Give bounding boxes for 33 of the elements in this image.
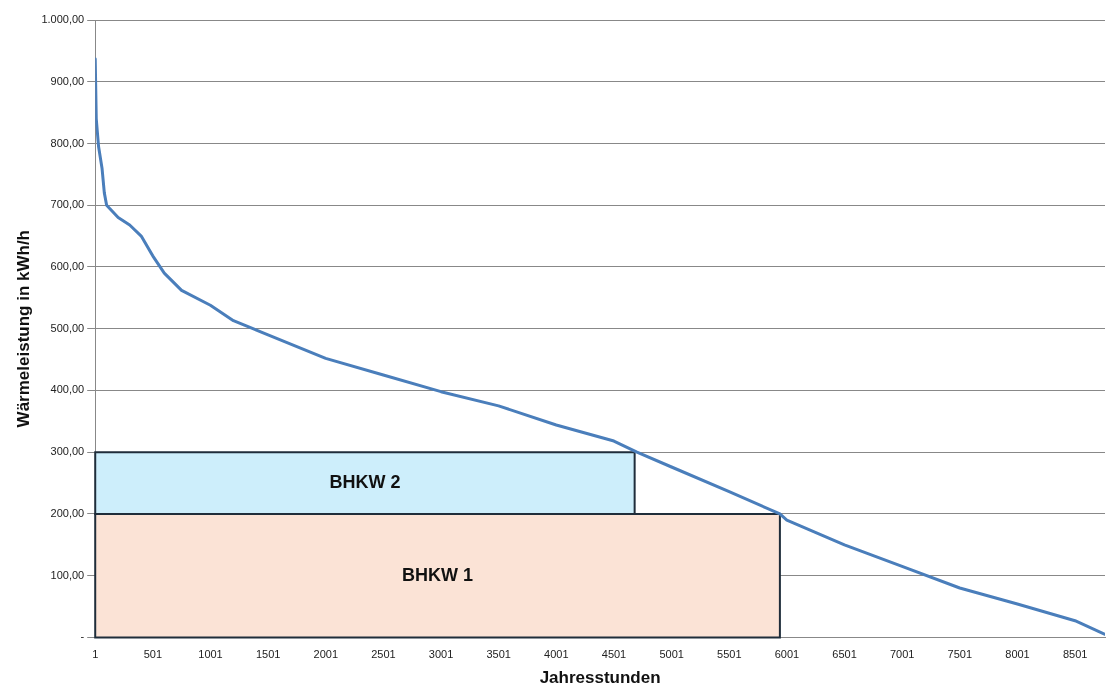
y-tick-label: - bbox=[80, 630, 85, 643]
x-tick-label: 8001 bbox=[1005, 648, 1030, 661]
x-tick-label: 5001 bbox=[659, 648, 684, 661]
x-tick-label: 4501 bbox=[601, 648, 627, 661]
y-tick-label: 800,00 bbox=[50, 136, 85, 149]
y-tick-label: 500,00 bbox=[50, 321, 85, 334]
x-tick-label: 7001 bbox=[889, 648, 915, 661]
x-tick-label: 2501 bbox=[371, 648, 396, 661]
y-tick-label: 300,00 bbox=[50, 445, 85, 458]
x-tick-label: 5501 bbox=[717, 648, 742, 661]
y-tick-label: 700,00 bbox=[50, 198, 85, 211]
x-tick-label: 1001 bbox=[198, 648, 223, 661]
y-tick-label: 600,00 bbox=[50, 259, 85, 272]
x-tick-label: 1501 bbox=[255, 648, 281, 661]
x-tick-label: 3001 bbox=[428, 648, 454, 661]
y-tick-label: 1.000,00 bbox=[41, 13, 85, 26]
y-tick-label: 900,00 bbox=[50, 74, 85, 87]
x-tick-label: 1 bbox=[92, 648, 99, 661]
x-tick-label: 6001 bbox=[774, 648, 800, 661]
x-axis-title: Jahresstunden bbox=[539, 668, 661, 688]
x-tick-label: 4001 bbox=[544, 648, 569, 661]
x-tick-label: 2001 bbox=[313, 648, 339, 661]
y-tick-label: 100,00 bbox=[50, 568, 85, 581]
series-label: BHKW 1 bbox=[402, 564, 474, 585]
x-tick-label: 7501 bbox=[947, 648, 973, 661]
y-tick-label: 200,00 bbox=[50, 506, 85, 519]
y-axis-title: Wärmeleistung in kWh/h bbox=[13, 230, 33, 428]
y-tick-label: 400,00 bbox=[50, 383, 85, 396]
x-tick-label: 3501 bbox=[486, 648, 511, 661]
x-tick-label: 501 bbox=[143, 648, 163, 661]
x-tick-label: 8501 bbox=[1062, 648, 1088, 661]
series-label: BHKW 2 bbox=[329, 472, 401, 493]
x-tick-label: 6501 bbox=[832, 648, 857, 661]
